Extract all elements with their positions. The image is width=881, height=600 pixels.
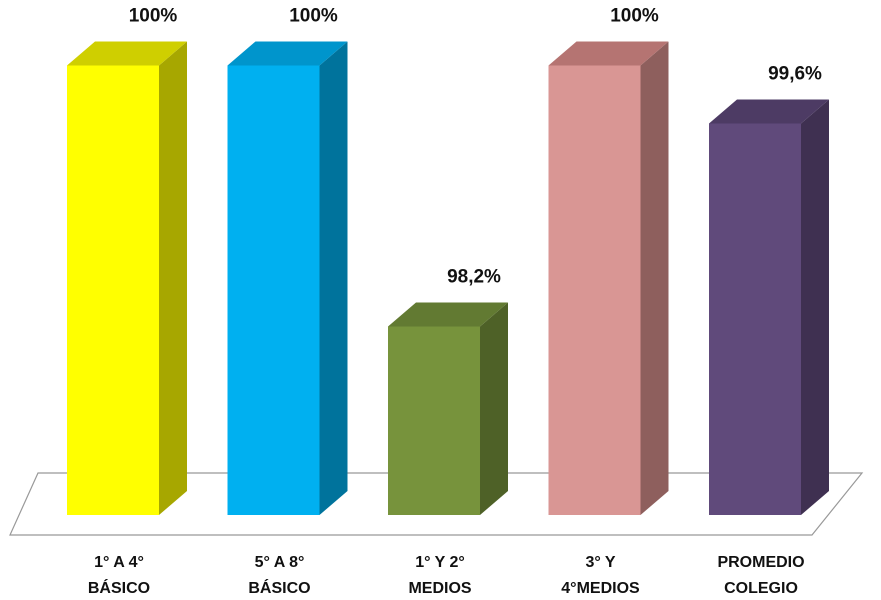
bars: [67, 41, 829, 515]
bar-top: [67, 41, 187, 66]
bar-side: [480, 302, 508, 515]
bar-5: [709, 99, 829, 515]
category-label: 5° A 8°: [255, 554, 305, 571]
category-label: BÁSICO: [88, 578, 150, 597]
bar-1: [67, 41, 187, 515]
value-label: 98,2%: [447, 267, 501, 288]
bar-top: [548, 41, 669, 66]
category-labels: 1° A 4° BÁSICO 5° A 8° BÁSICO 1° Y 2° MEDIOS 3…: [88, 554, 805, 597]
category-label: PROMEDIO: [717, 554, 804, 571]
category-label: 4°MEDIOS: [561, 580, 640, 597]
bar-4: [548, 41, 669, 515]
value-label: 99,6%: [768, 64, 822, 85]
bar-top: [388, 302, 508, 327]
bar-side: [159, 41, 187, 515]
bar-front: [67, 65, 159, 515]
bar-side: [640, 41, 669, 515]
category-label: 3° Y: [585, 554, 615, 571]
value-label: 100%: [610, 6, 659, 27]
category-label: BÁSICO: [248, 578, 310, 597]
value-label: 100%: [129, 6, 178, 27]
bar-front: [548, 65, 641, 515]
category-label: COLEGIO: [724, 580, 798, 597]
bar-front: [709, 123, 801, 515]
category-label: MEDIOS: [408, 580, 471, 597]
bar-side: [319, 41, 348, 515]
bar-side: [801, 99, 829, 515]
bar-3: [388, 302, 508, 515]
bar-front: [388, 326, 480, 515]
bar-top: [227, 41, 348, 66]
value-labels: 100% 100% 98,2% 100% 99,6%: [129, 6, 822, 288]
category-label: 1° Y 2°: [415, 554, 465, 571]
category-label: 1° A 4°: [94, 554, 144, 571]
bar-top: [709, 99, 829, 124]
value-label: 100%: [289, 6, 338, 27]
bar-2: [227, 41, 348, 515]
bar-front: [227, 65, 320, 515]
